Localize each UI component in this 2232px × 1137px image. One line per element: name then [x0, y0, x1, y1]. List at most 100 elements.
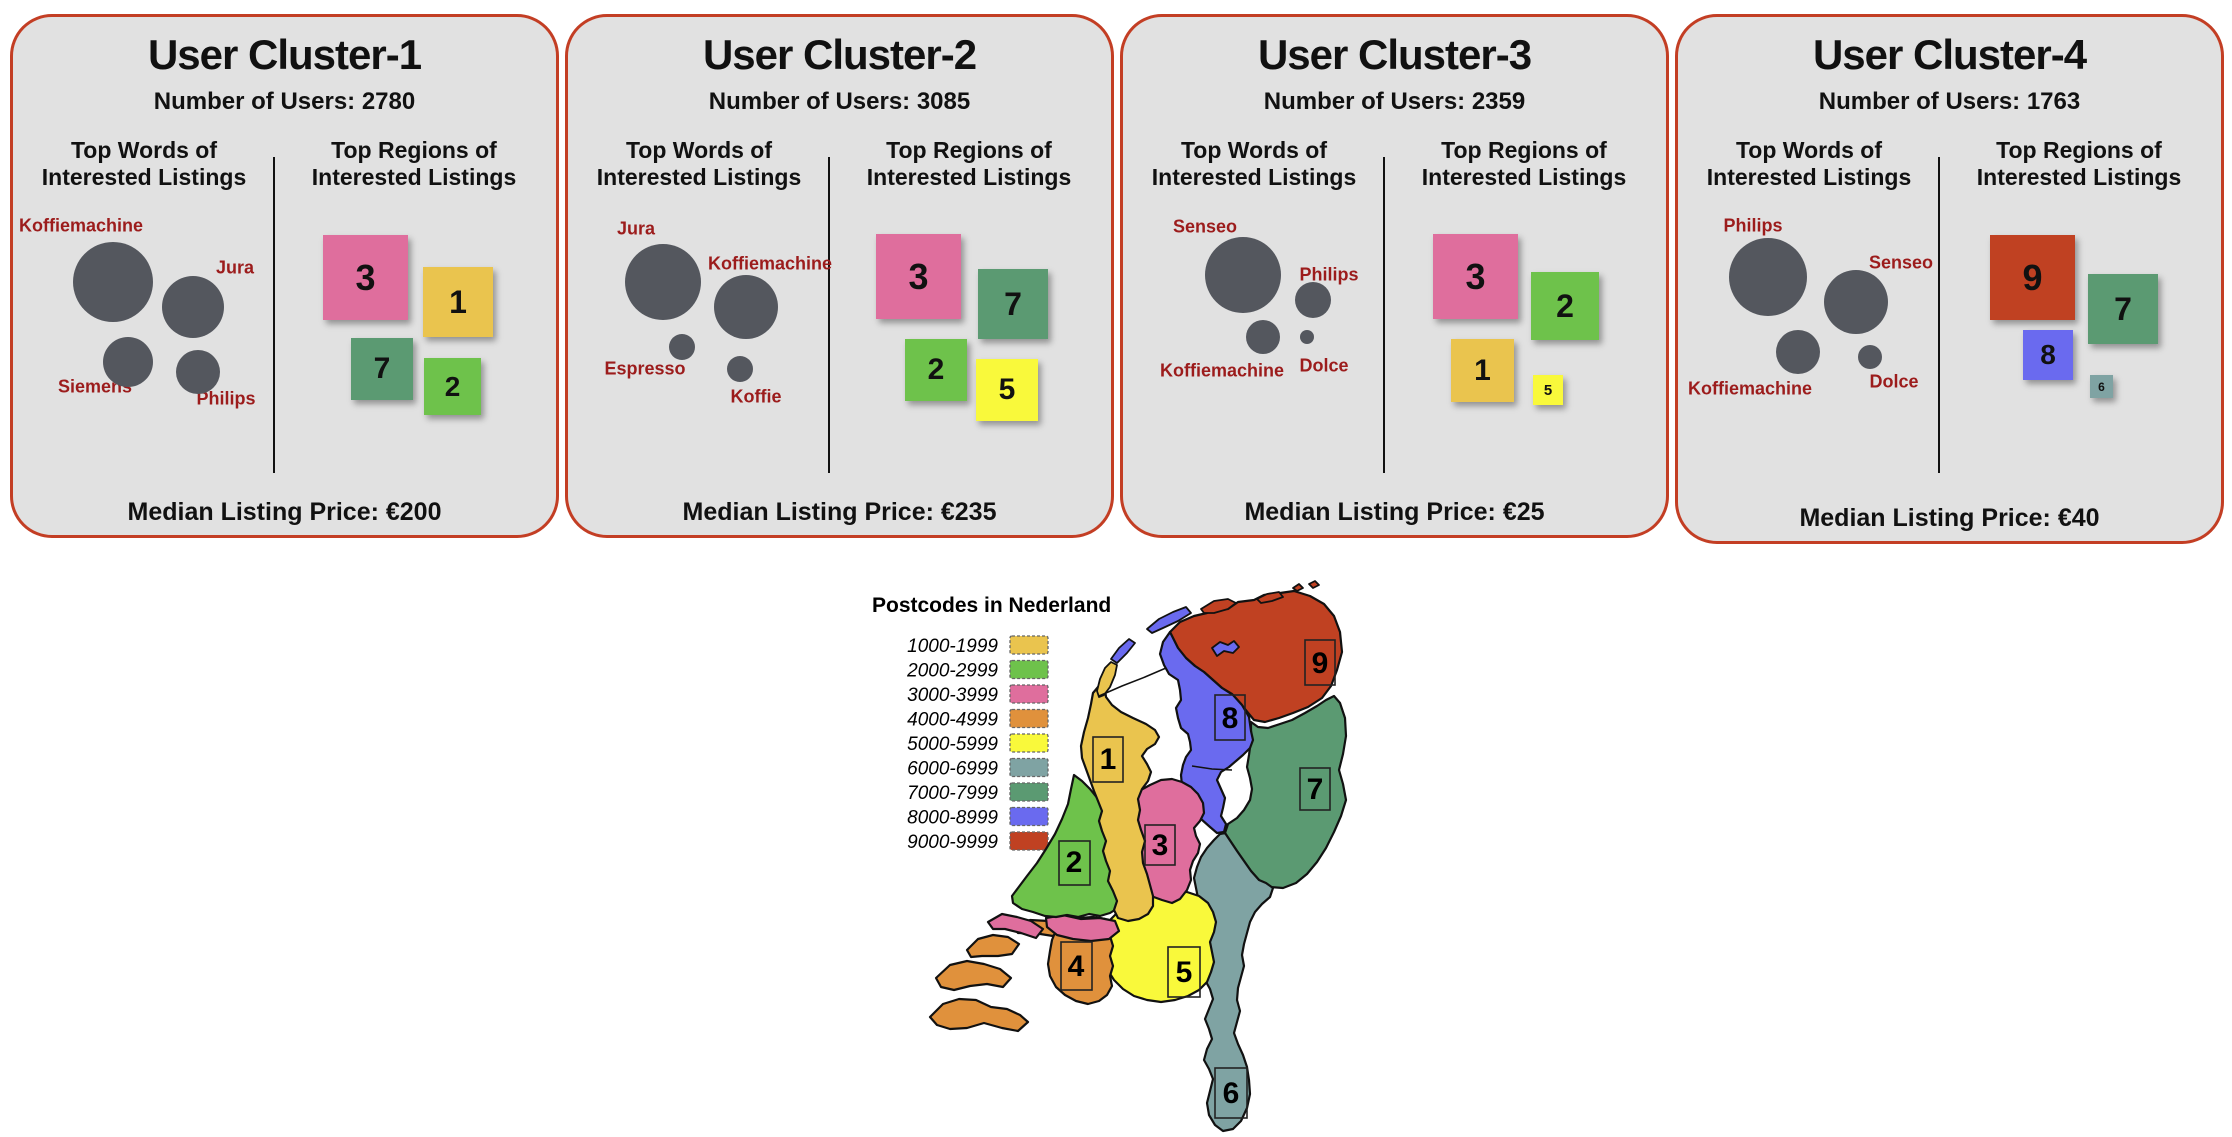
- word-bubble-circle: [162, 276, 224, 338]
- top-words-header: Top Words of Interested Listings: [1151, 137, 1357, 190]
- median-listing-price: Median Listing Price: €25: [1244, 498, 1545, 526]
- column-divider: [273, 157, 275, 473]
- word-label: Espresso: [604, 358, 686, 379]
- word-label: Senseo: [1868, 252, 1934, 273]
- cluster-1-card: User Cluster-1 Number of Users: 2780 Top…: [10, 14, 559, 538]
- region-square: 2: [424, 358, 481, 415]
- word-label: Philips: [1299, 264, 1359, 285]
- island-terschelling: [1146, 606, 1192, 634]
- cluster-title: User Cluster-4: [1812, 31, 2087, 78]
- island-schiermonnikoog: [1256, 591, 1284, 604]
- legend-item: 7000-7999: [907, 782, 1049, 804]
- top-words-header: Top Words of Interested Listings: [596, 137, 802, 190]
- legend-item: 5000-5999: [907, 733, 1049, 755]
- region-label-box: [1092, 736, 1124, 783]
- region-square: 5: [976, 359, 1038, 421]
- region-number: 2: [1066, 846, 1083, 879]
- region-number: 1: [1100, 743, 1117, 776]
- region-square: 5: [1533, 375, 1563, 405]
- cluster-title: User Cluster-2: [702, 31, 977, 78]
- legend-item: 2000-2999: [906, 659, 1049, 682]
- nederland-postcode-map: Postcodes in Nederland 1000-1999 2000-29…: [860, 570, 1350, 1137]
- word-label: Koffiemachine: [707, 253, 833, 274]
- number-of-users: Number of Users: 2359: [1263, 88, 1526, 115]
- word-bubble-circle: [727, 356, 753, 382]
- legend-range-label: 1000-1999: [907, 636, 998, 657]
- cluster-3-card: User Cluster-3 Number of Users: 2359 Top…: [1120, 14, 1669, 538]
- word-label: Koffiemachine: [1687, 378, 1813, 399]
- region-square: 2: [1531, 272, 1599, 340]
- legend-item: 4000-4999: [907, 708, 1049, 731]
- word-bubble-circle: [1824, 270, 1888, 334]
- word-bubble-circle: [625, 244, 701, 320]
- region-label-box: [1167, 946, 1201, 998]
- legend-range-label: 6000-6999: [907, 759, 998, 780]
- region-number: 7: [1307, 773, 1324, 806]
- region-square: 7: [978, 269, 1048, 339]
- region-square: 7: [351, 338, 413, 400]
- top-regions-header: Top Regions of Interested Listings: [311, 137, 517, 190]
- legend-item: 8000-8999: [907, 806, 1049, 829]
- region-number: 4: [1068, 950, 1085, 983]
- word-label: Koffiemachine: [1159, 360, 1285, 381]
- legend-swatch: [1009, 635, 1049, 655]
- word-bubble-circle: [73, 242, 153, 322]
- legend-range-label: 7000-7999: [907, 783, 998, 804]
- column-divider: [828, 157, 830, 473]
- legend-range-label: 3000-3999: [907, 685, 998, 706]
- word-label: Jura: [215, 257, 255, 278]
- lauwersmeer-lake: [1211, 640, 1240, 657]
- word-bubble-circle: [669, 334, 695, 360]
- word-bubble-circle: [1246, 320, 1280, 354]
- region-number: 8: [1222, 702, 1239, 735]
- word-label: Philips: [196, 388, 256, 409]
- legend-range-label: 8000-8999: [907, 808, 998, 829]
- legend-swatch: [1009, 831, 1049, 851]
- afsluitdijk-line: [1098, 667, 1167, 697]
- region-number: 6: [1223, 1077, 1240, 1110]
- legend-swatch: [1009, 757, 1049, 778]
- island-ameland: [1200, 598, 1237, 614]
- region-label-box: [1299, 767, 1331, 811]
- region-square: 3: [876, 234, 961, 319]
- map-region-7: [1223, 694, 1348, 890]
- cluster-title: User Cluster-1: [147, 31, 422, 78]
- island-texel: [1096, 661, 1118, 698]
- legend-swatch: [1009, 782, 1049, 802]
- houtribdijk-line: [1191, 765, 1233, 771]
- legend-swatch: [1009, 806, 1049, 827]
- top-regions-header: Top Regions of Interested Listings: [866, 137, 1072, 190]
- legend-range-label: 5000-5999: [907, 734, 998, 755]
- word-bubble-circle: [103, 337, 153, 387]
- cluster-4-card: User Cluster-4 Number of Users: 1763 Top…: [1675, 14, 2224, 544]
- region-label-box: [1214, 1067, 1248, 1119]
- legend-range-label: 2000-2999: [906, 661, 998, 682]
- map-svg: Postcodes in Nederland 1000-1999 2000-29…: [872, 580, 1348, 1133]
- number-of-users: Number of Users: 3085: [708, 88, 971, 115]
- legend-item: 3000-3999: [907, 684, 1049, 706]
- islet: [1308, 580, 1320, 589]
- legend-swatch: [1009, 708, 1049, 729]
- word-label: Dolce: [1869, 371, 1919, 392]
- top-regions-header: Top Regions of Interested Listings: [1976, 137, 2182, 190]
- legend-title: Postcodes in Nederland: [872, 594, 1111, 617]
- legend-swatch: [1009, 659, 1049, 680]
- region-square: 1: [423, 267, 493, 337]
- region-square: 8: [2023, 330, 2073, 380]
- region-number: 9: [1312, 647, 1329, 680]
- word-bubble-circle: [1300, 330, 1314, 344]
- map-region-labels: 1 2 3 4 5 6 7 8 9: [1058, 639, 1336, 1119]
- word-label: Philips: [1723, 215, 1783, 236]
- legend-item: 6000-6999: [907, 757, 1049, 780]
- region-square: 9: [1990, 235, 2075, 320]
- word-label: Koffie: [730, 386, 782, 407]
- region-label-box: [1058, 840, 1091, 886]
- cluster-title: User Cluster-3: [1257, 31, 1532, 78]
- legend-swatch: [1009, 684, 1049, 704]
- column-divider: [1383, 157, 1385, 473]
- region-label-box: [1144, 824, 1176, 866]
- word-bubble-circle: [714, 275, 778, 339]
- region-label-box: [1304, 639, 1336, 686]
- wadden-islands: [1096, 580, 1320, 698]
- islet: [1292, 583, 1304, 592]
